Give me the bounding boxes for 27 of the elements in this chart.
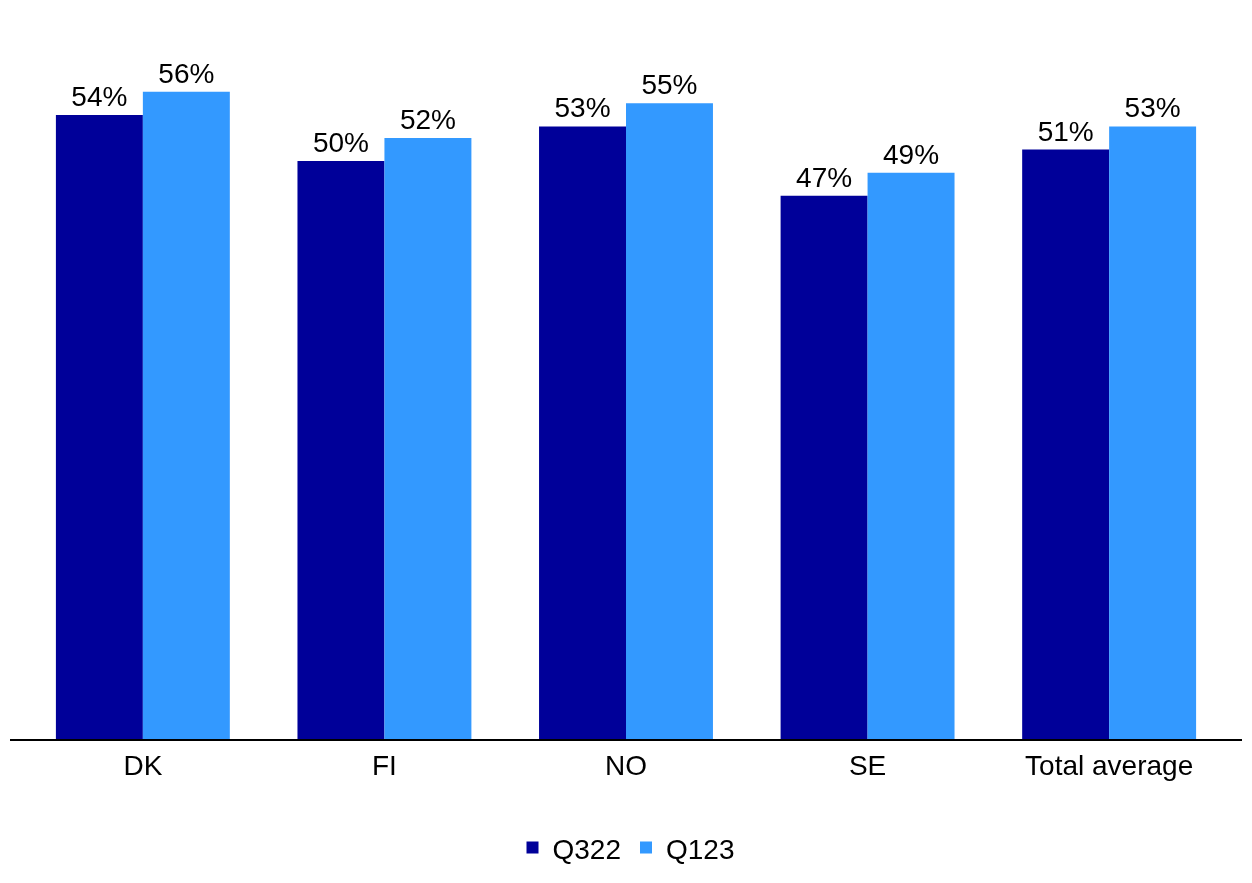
data-label: 53% <box>554 92 611 124</box>
data-label: 56% <box>158 57 215 89</box>
data-label: 55% <box>641 69 698 101</box>
bar <box>867 172 955 739</box>
bar <box>297 161 385 739</box>
bar <box>142 91 230 739</box>
data-label: 52% <box>399 104 456 136</box>
x-tick-label: NO <box>605 749 647 781</box>
x-tick-label: FI <box>371 749 397 781</box>
legend-label: Q123 <box>666 833 735 865</box>
bar <box>1022 149 1110 739</box>
bar <box>55 114 143 739</box>
data-label: 51% <box>1037 115 1094 147</box>
bar <box>1109 126 1197 739</box>
x-tick-label: SE <box>848 749 887 781</box>
data-label: 53% <box>1124 92 1181 124</box>
legend-label: Q322 <box>552 833 621 865</box>
data-label: 50% <box>312 127 369 159</box>
bar <box>780 195 868 739</box>
data-label: 49% <box>883 138 940 170</box>
data-label: 54% <box>71 80 128 112</box>
x-tick-label: Total average <box>1025 749 1194 781</box>
bar <box>384 138 472 739</box>
data-label: 47% <box>796 161 853 193</box>
x-tick-label: DK <box>123 749 163 781</box>
bar <box>626 103 713 739</box>
bar <box>539 126 626 739</box>
